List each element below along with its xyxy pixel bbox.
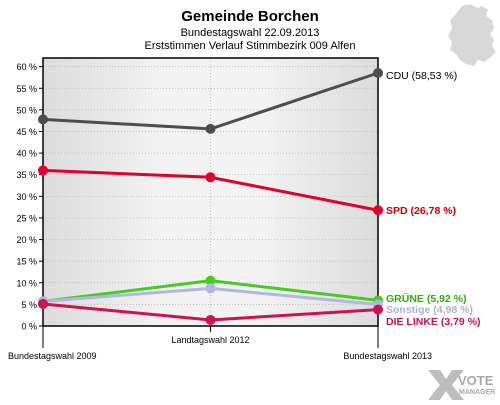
y-axis-ticks: 0 % 5 % 10 % 15 % 20 % 25 % 30 % 35 % 40 % 45 % 50… — [16, 62, 43, 332]
series-layer — [38, 67, 383, 325]
data-point — [205, 275, 216, 286]
y-tick-label: 15 % — [16, 257, 37, 267]
y-tick-label: 55 % — [16, 84, 37, 94]
data-point — [205, 172, 216, 183]
grid-lines — [43, 58, 378, 326]
data-point — [205, 123, 216, 134]
data-point — [38, 114, 48, 125]
chart-subtitle: Bundestagswahl 22.09.2013 — [181, 27, 320, 39]
y-tick-label: 20 % — [16, 235, 37, 245]
logo-text-vote: VOTE — [458, 373, 494, 388]
y-tick-label: 5 % — [21, 300, 37, 310]
y-tick-label: 50 % — [16, 105, 37, 115]
x-tick-label: Bundestagswahl 2013 — [343, 351, 432, 361]
votemanager-logo: VOTE MANAGER — [428, 370, 495, 400]
data-point — [373, 304, 383, 315]
y-tick-label: 10 % — [16, 278, 37, 288]
data-point — [205, 314, 216, 325]
y-tick-label: 30 % — [16, 192, 37, 202]
chart-title: Gemeinde Borchen — [181, 8, 319, 25]
y-tick-label: 40 % — [16, 149, 37, 159]
y-tick-label: 60 % — [16, 62, 37, 72]
y-tick-label: 25 % — [16, 213, 37, 223]
x-axis-ticks: Bundestagswahl 2009 Landtagswahl 2012 Bund… — [8, 326, 432, 361]
y-tick-label: 0 % — [21, 322, 37, 332]
y-tick-label: 35 % — [16, 170, 37, 180]
series-end-label: SPD (26,78 %) — [386, 205, 456, 217]
data-point — [38, 298, 48, 309]
x-tick-label: Bundestagswahl 2009 — [8, 351, 97, 361]
series-end-label: GRÜNE (5,92 %) — [386, 292, 467, 305]
data-point — [205, 283, 216, 294]
series-spd — [38, 165, 383, 216]
series-end-label: Sonstige (4,98 %) — [386, 304, 473, 316]
germany-map-icon — [448, 4, 496, 66]
series-end-label: DIE LINKE (3,79 %) — [386, 316, 481, 328]
series-die-linke — [38, 298, 383, 325]
series-labels: CDU (58,53 %) SPD (26,78 %) GRÜNE (5,92 %)… — [386, 70, 481, 328]
series-cdu — [38, 67, 383, 134]
vote-x-icon — [428, 370, 464, 400]
data-point — [373, 67, 383, 78]
chart-subtitle-2: Erststimmen Verlauf Stimmbezirk 009 Alfe… — [145, 40, 356, 52]
x-tick-label: Landtagswahl 2012 — [171, 335, 249, 345]
series-end-label: CDU (58,53 %) — [386, 70, 457, 82]
logo-text-manager: MANAGER — [459, 389, 495, 396]
data-point — [373, 205, 383, 216]
data-point — [38, 165, 48, 176]
plot-frame — [42, 57, 379, 327]
y-tick-label: 45 % — [16, 127, 37, 137]
